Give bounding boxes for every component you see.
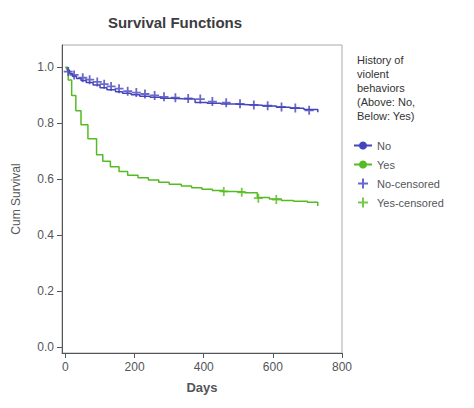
svg-text:0.8: 0.8	[37, 116, 54, 130]
svg-text:No-censored: No-censored	[377, 178, 440, 190]
svg-text:400: 400	[194, 360, 214, 374]
svg-text:violent: violent	[357, 68, 389, 80]
svg-text:Below: Yes): Below: Yes)	[357, 110, 414, 122]
svg-text:Days: Days	[186, 380, 217, 395]
svg-text:1.0: 1.0	[37, 60, 54, 74]
svg-text:0.2: 0.2	[37, 284, 54, 298]
svg-text:History of: History of	[357, 54, 404, 66]
svg-text:(Above: No,: (Above: No,	[357, 96, 415, 108]
svg-text:600: 600	[263, 360, 283, 374]
svg-text:0.4: 0.4	[37, 228, 54, 242]
svg-text:Yes-censored: Yes-censored	[377, 197, 444, 209]
svg-text:Survival Functions: Survival Functions	[108, 14, 242, 31]
svg-text:0.6: 0.6	[37, 172, 54, 186]
svg-text:Yes: Yes	[377, 159, 395, 171]
svg-text:behaviors: behaviors	[357, 82, 405, 94]
svg-text:Cum Survival: Cum Survival	[9, 163, 23, 234]
svg-text:800: 800	[332, 360, 352, 374]
svg-text:200: 200	[125, 360, 145, 374]
svg-text:0.0: 0.0	[37, 340, 54, 354]
svg-text:No: No	[377, 140, 391, 152]
svg-text:0: 0	[62, 360, 69, 374]
